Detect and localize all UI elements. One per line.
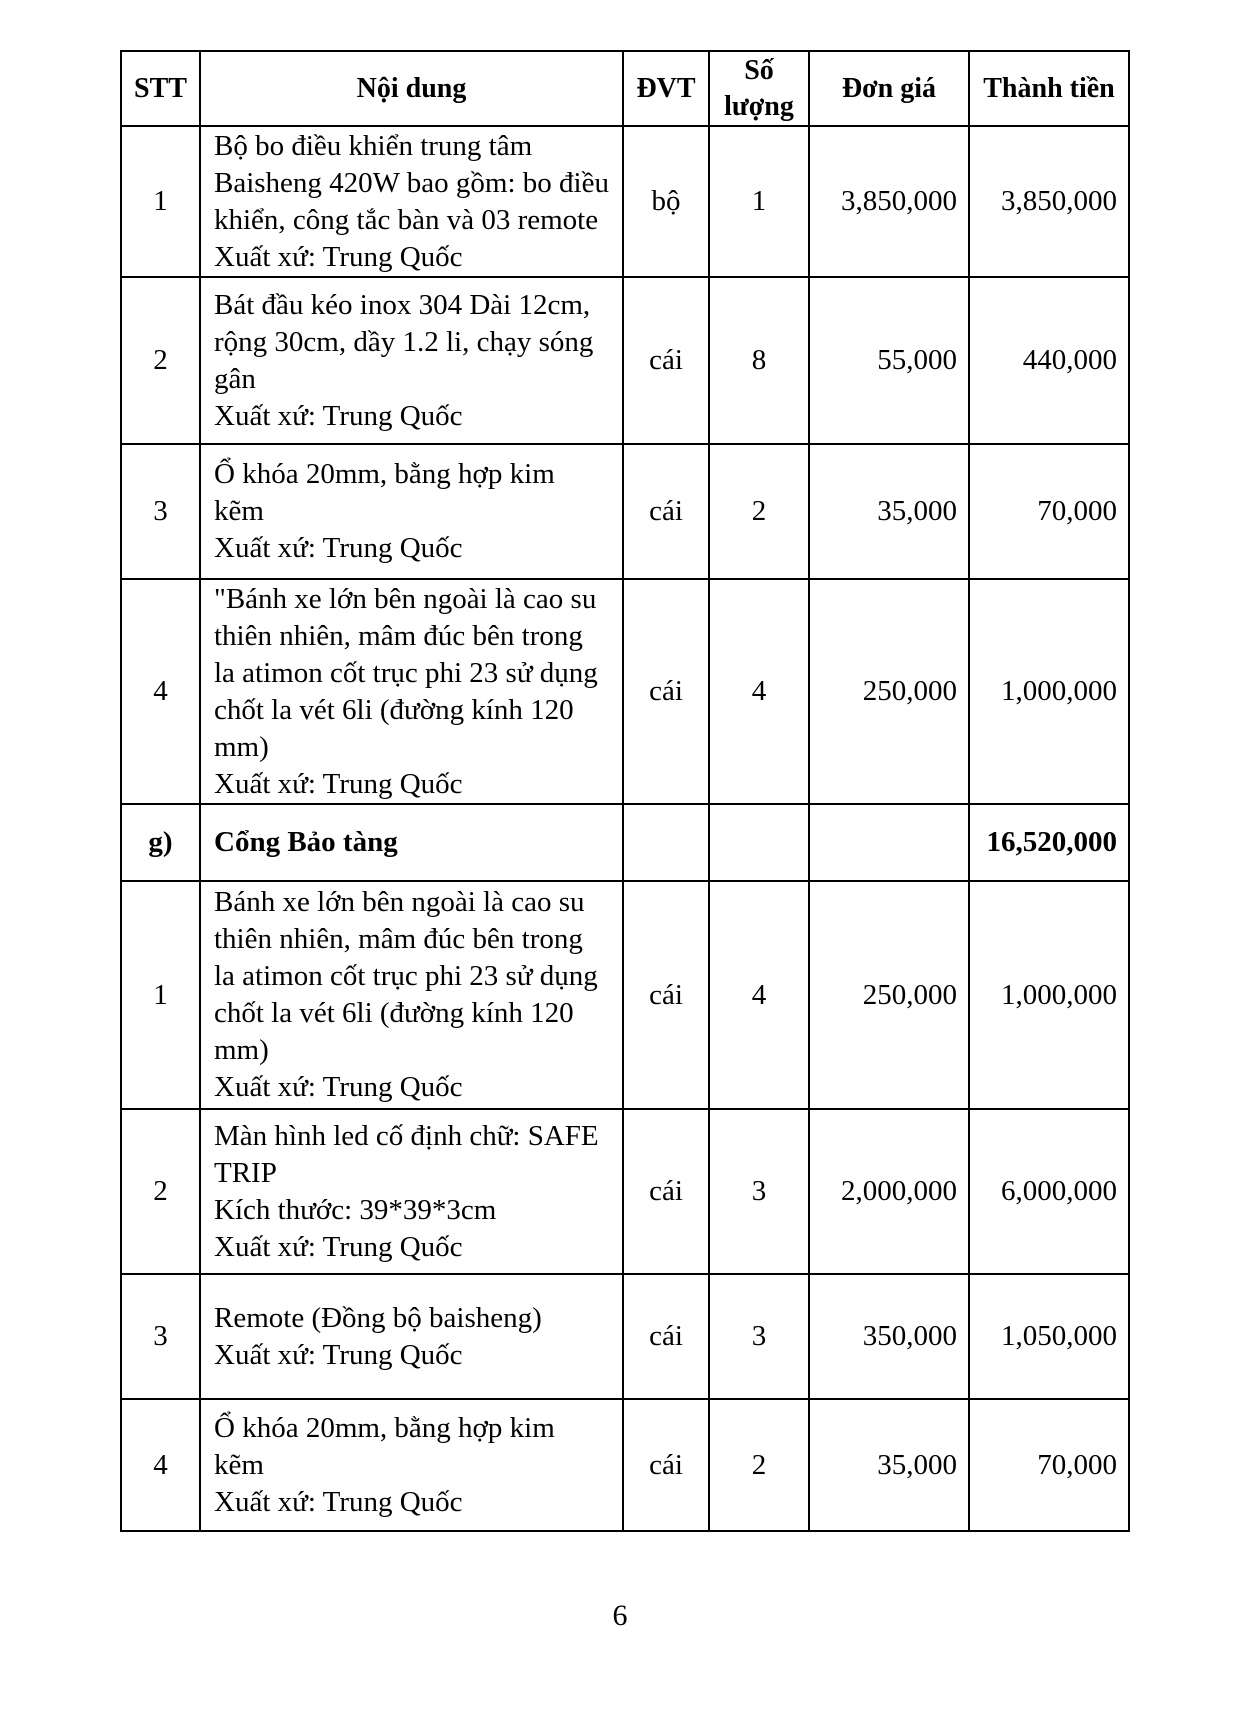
- cell-qty: 3: [708, 1273, 810, 1400]
- table-row: 1 Bánh xe lớn bên ngoài là cao su thiên …: [120, 880, 1130, 1110]
- cell-unit-price: 250,000: [808, 578, 970, 805]
- cell-content: Bộ bo điều khiển trung tâm Baisheng 420W…: [199, 125, 624, 278]
- cell-qty: 4: [708, 880, 810, 1110]
- header-cell-qty: Số lượng: [708, 50, 810, 127]
- cell-unit-price: 350,000: [808, 1273, 970, 1400]
- table-section-row: g) Cổng Bảo tàng 16,520,000: [120, 803, 1130, 882]
- cell-amount: 440,000: [968, 276, 1130, 445]
- quote-table: STT Nội dung ĐVT Số lượng Đơn giá Thành …: [120, 50, 1130, 1532]
- cell-stt: 3: [120, 443, 201, 580]
- cell-amount: 1,000,000: [968, 880, 1130, 1110]
- cell-amount: 1,050,000: [968, 1273, 1130, 1400]
- cell-stt: 3: [120, 1273, 201, 1400]
- cell-dvt: cái: [622, 578, 710, 805]
- cell-amount: 16,520,000: [968, 803, 1130, 882]
- cell-amount: 3,850,000: [968, 125, 1130, 278]
- cell-content: Remote (Đồng bộ baisheng) Xuất xứ: Trung…: [199, 1273, 624, 1400]
- cell-dvt: bộ: [622, 125, 710, 278]
- cell-content: Bát đầu kéo inox 304 Dài 12cm, rộng 30cm…: [199, 276, 624, 445]
- page-number: 6: [612, 1599, 628, 1632]
- header-cell-content: Nội dung: [199, 50, 624, 127]
- table-row: 4 "Bánh xe lớn bên ngoài là cao su thiên…: [120, 578, 1130, 805]
- cell-content: Ổ khóa 20mm, bằng hợp kim kẽm Xuất xứ: T…: [199, 443, 624, 580]
- cell-amount: 70,000: [968, 1398, 1130, 1532]
- table-row: 4 Ổ khóa 20mm, bằng hợp kim kẽm Xuất xứ:…: [120, 1398, 1130, 1532]
- cell-content: "Bánh xe lớn bên ngoài là cao su thiên n…: [199, 578, 624, 805]
- header-cell-dvt: ĐVT: [622, 50, 710, 127]
- cell-unit-price: 35,000: [808, 443, 970, 580]
- cell-qty: 3: [708, 1108, 810, 1275]
- cell-dvt: cái: [622, 276, 710, 445]
- table-row: 2 Màn hình led cố định chữ: SAFE TRIP Kí…: [120, 1108, 1130, 1275]
- cell-dvt: cái: [622, 443, 710, 580]
- cell-amount: 1,000,000: [968, 578, 1130, 805]
- cell-stt: 4: [120, 578, 201, 805]
- cell-unit-price: 2,000,000: [808, 1108, 970, 1275]
- cell-amount: 6,000,000: [968, 1108, 1130, 1275]
- cell-stt: 1: [120, 125, 201, 278]
- cell-qty: 2: [708, 1398, 810, 1532]
- cell-dvt: cái: [622, 1398, 710, 1532]
- cell-dvt: [622, 803, 710, 882]
- table-row: 3 Ổ khóa 20mm, bằng hợp kim kẽm Xuất xứ:…: [120, 443, 1130, 580]
- cell-stt: 2: [120, 1108, 201, 1275]
- cell-qty: 4: [708, 578, 810, 805]
- cell-stt: 2: [120, 276, 201, 445]
- header-cell-stt: STT: [120, 50, 201, 127]
- table-row: 2 Bát đầu kéo inox 304 Dài 12cm, rộng 30…: [120, 276, 1130, 445]
- cell-unit-price: [808, 803, 970, 882]
- cell-dvt: cái: [622, 880, 710, 1110]
- cell-stt: 1: [120, 880, 201, 1110]
- cell-dvt: cái: [622, 1273, 710, 1400]
- cell-content: Bánh xe lớn bên ngoài là cao su thiên nh…: [199, 880, 624, 1110]
- table-row: 1 Bộ bo điều khiển trung tâm Baisheng 42…: [120, 125, 1130, 278]
- header-cell-unit-price: Đơn giá: [808, 50, 970, 127]
- cell-unit-price: 55,000: [808, 276, 970, 445]
- cell-stt: 4: [120, 1398, 201, 1532]
- table-row: 3 Remote (Đồng bộ baisheng) Xuất xứ: Tru…: [120, 1273, 1130, 1400]
- cell-unit-price: 250,000: [808, 880, 970, 1110]
- cell-qty: 1: [708, 125, 810, 278]
- cell-unit-price: 35,000: [808, 1398, 970, 1532]
- cell-qty: [708, 803, 810, 882]
- cell-qty: 2: [708, 443, 810, 580]
- cell-content: Ổ khóa 20mm, bằng hợp kim kẽm Xuất xứ: T…: [199, 1398, 624, 1532]
- header-cell-amount: Thành tiền: [968, 50, 1130, 127]
- cell-unit-price: 3,850,000: [808, 125, 970, 278]
- table-header-row: STT Nội dung ĐVT Số lượng Đơn giá Thành …: [120, 50, 1130, 127]
- cell-stt: g): [120, 803, 201, 882]
- cell-dvt: cái: [622, 1108, 710, 1275]
- cell-amount: 70,000: [968, 443, 1130, 580]
- cell-qty: 8: [708, 276, 810, 445]
- cell-content: Cổng Bảo tàng: [199, 803, 624, 882]
- cell-content: Màn hình led cố định chữ: SAFE TRIP Kích…: [199, 1108, 624, 1275]
